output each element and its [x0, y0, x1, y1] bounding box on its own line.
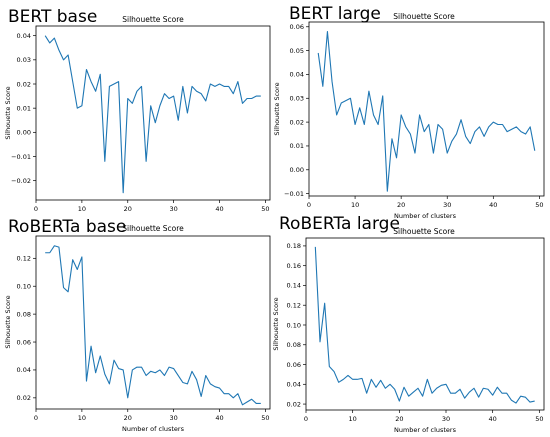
x-tick-label: 50 — [261, 205, 269, 213]
chart-title: Silhouette Score — [122, 15, 184, 24]
y-axis: 0.02 0.04 0.06 0.08 0.10 0.12 0.14 0.16 0.18 — [287, 242, 306, 408]
y-tick-label: 0.02 — [290, 118, 304, 126]
y-tick-label: 0.10 — [17, 283, 31, 291]
series-line — [45, 245, 261, 406]
y-tick-label: 0.10 — [287, 321, 301, 329]
y-tick-label: 0.03 — [290, 95, 304, 103]
series-group — [314, 246, 535, 404]
y-axis-label: Silhouette Score — [273, 82, 281, 135]
x-tick-label: 30 — [170, 205, 178, 213]
y-tick-label: 0.16 — [287, 262, 301, 270]
x-tick-label: 40 — [215, 205, 223, 213]
y-axis-label: Silhouette Score — [272, 297, 280, 350]
x-tick-label: 50 — [261, 414, 269, 422]
series-line — [314, 246, 535, 404]
y-tick-label: 0.01 — [17, 104, 31, 112]
y-tick-label: 0.02 — [17, 80, 31, 88]
x-tick-label: 10 — [351, 201, 359, 209]
y-tick-label: −0.01 — [284, 190, 304, 198]
x-tick-label: 0 — [304, 415, 308, 423]
x-tick-label: 40 — [489, 415, 497, 423]
y-tick-label: 0.02 — [287, 400, 301, 408]
x-axis-label: Number of clusters — [394, 426, 457, 434]
x-axis: 0 10 20 30 40 50 — [34, 200, 270, 213]
x-tick-label: 20 — [124, 414, 132, 422]
panel-title: BERT base — [8, 7, 97, 27]
x-axis-label: Number of clusters — [122, 425, 185, 433]
series-group — [317, 30, 536, 192]
x-tick-label: 0 — [34, 414, 38, 422]
y-tick-label: 0.01 — [290, 142, 304, 150]
panel-title: BERT large — [289, 4, 381, 24]
panel-roberta-base: RoBERTa base Silhouette Score 0.020.040.… — [4, 217, 271, 433]
y-tick-label: 0.03 — [17, 56, 31, 64]
x-tick-label: 0 — [307, 201, 311, 209]
y-tick-label: 0.04 — [17, 32, 31, 40]
y-tick-label: 0.14 — [287, 282, 301, 290]
plot-frame — [308, 21, 545, 197]
x-tick-label: 10 — [78, 414, 86, 422]
y-tick-label: 0.05 — [290, 47, 304, 55]
x-tick-label: 50 — [535, 201, 543, 209]
series-line — [44, 35, 261, 194]
x-tick-label: 10 — [78, 205, 86, 213]
series-group — [44, 35, 261, 194]
panel-title: RoBERTa large — [279, 214, 400, 234]
chart-title: Silhouette Score — [122, 224, 184, 233]
chart-title: Silhouette Score — [393, 227, 455, 236]
y-axis-label: Silhouette Score — [4, 295, 12, 348]
series-group — [45, 245, 261, 406]
panel-title: RoBERTa base — [8, 217, 126, 237]
series-line — [317, 30, 536, 192]
y-tick-label: 0.04 — [287, 381, 301, 389]
chart-title: Silhouette Score — [393, 12, 455, 21]
x-tick-label: 30 — [170, 414, 178, 422]
y-tick-label: 0.04 — [290, 71, 304, 79]
plot-frame — [35, 235, 271, 410]
y-tick-label: 0.02 — [17, 394, 31, 402]
y-tick-label: −0.02 — [11, 177, 31, 185]
y-axis: −0.02 −0.01 0.00 0.01 0.02 0.03 0.04 — [11, 32, 36, 185]
x-tick-label: 10 — [349, 415, 357, 423]
y-tick-label: 0.12 — [287, 302, 301, 310]
panel-bert-base: BERT base Silhouette Score −0.02 −0.01 0.0… — [4, 7, 271, 213]
y-axis-label: Silhouette Score — [4, 86, 12, 139]
y-tick-label: 0.12 — [17, 255, 31, 263]
y-tick-label: 0.18 — [287, 242, 301, 250]
panel-roberta-large: RoBERTa large Silhouette Score 0.020.040… — [272, 214, 545, 434]
plot-frame — [35, 25, 271, 201]
panel-bert-large: BERT large Silhouette Score −0.01 0.00 0.0… — [273, 4, 545, 220]
x-tick-label: 30 — [443, 201, 451, 209]
x-axis: 0 10 20 30 40 50 — [307, 196, 544, 209]
x-tick-label: 40 — [489, 201, 497, 209]
y-tick-label: 0.06 — [290, 23, 304, 31]
x-axis: 0 10 20 30 40 50 — [304, 410, 543, 423]
x-tick-label: 20 — [395, 415, 403, 423]
x-axis-label: Number of clusters — [394, 212, 457, 220]
plot-frame — [305, 237, 545, 411]
y-axis: −0.01 0.00 0.01 0.02 0.03 0.04 0.05 0.06 — [284, 23, 309, 198]
x-tick-label: 20 — [397, 201, 405, 209]
y-tick-label: 0.08 — [287, 341, 301, 349]
y-tick-label: 0.00 — [17, 129, 31, 137]
y-tick-label: 0.06 — [287, 361, 301, 369]
x-tick-label: 30 — [442, 415, 450, 423]
x-axis: 0 10 20 30 40 50 — [34, 409, 270, 422]
x-tick-label: 0 — [34, 205, 38, 213]
y-axis: 0.02 0.04 0.06 0.08 0.10 0.12 — [17, 255, 36, 402]
y-tick-label: 0.06 — [17, 338, 31, 346]
y-tick-label: 0.00 — [290, 166, 304, 174]
y-tick-label: 0.08 — [17, 310, 31, 318]
x-tick-label: 50 — [535, 415, 543, 423]
x-tick-label: 40 — [215, 414, 223, 422]
x-tick-label: 20 — [124, 205, 132, 213]
y-tick-label: −0.01 — [11, 153, 31, 161]
y-tick-label: 0.04 — [17, 366, 31, 374]
